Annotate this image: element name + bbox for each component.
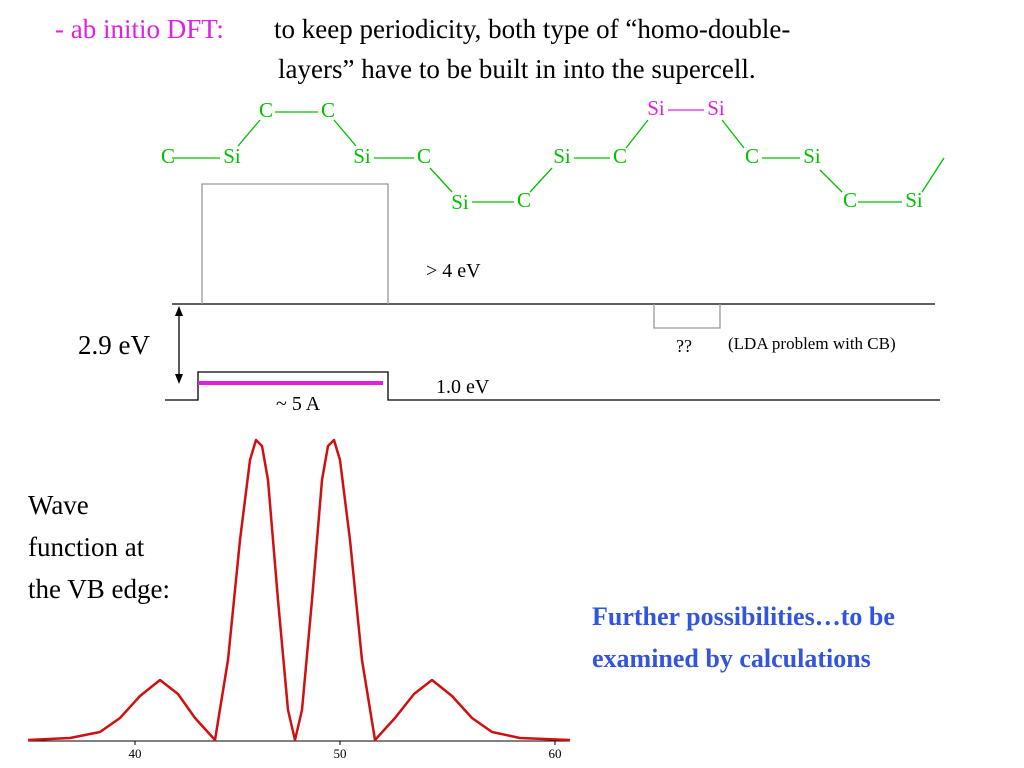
atom: Si xyxy=(707,96,725,120)
atom: C xyxy=(613,144,627,168)
header-prefix: - ab initio DFT: xyxy=(55,14,224,44)
atom: Si xyxy=(803,144,821,168)
atom: Si xyxy=(451,190,469,214)
atom: Si xyxy=(647,96,665,120)
note: (LDA problem with CB) xyxy=(728,334,896,353)
caption: Wave xyxy=(28,490,89,520)
caption: the VB edge: xyxy=(28,574,170,604)
atom: C xyxy=(745,144,759,168)
remark: examined by calculations xyxy=(592,644,871,673)
atom: C xyxy=(843,188,857,212)
unknown-label: ?? xyxy=(676,336,692,356)
x-tick-label: 40 xyxy=(129,746,142,761)
well-label: ~ 5 A xyxy=(276,393,321,415)
band-diagram xyxy=(165,183,940,401)
atom: C xyxy=(417,144,431,168)
remark: Further possibilities…to be xyxy=(592,602,895,631)
atom: C xyxy=(161,144,175,168)
gap-label: 2.9 eV xyxy=(78,330,150,360)
atom: C xyxy=(517,188,531,212)
atom: Si xyxy=(353,144,371,168)
x-tick-label: 60 xyxy=(549,746,562,761)
caption: function at xyxy=(28,532,145,562)
atom: Si xyxy=(905,188,923,212)
barrier-label: > 4 eV xyxy=(426,260,481,282)
chain-atoms: C Si C C Si C Si C Si C Si Si C Si C Si xyxy=(161,96,923,214)
header-line: layers” have to be built in into the sup… xyxy=(278,54,756,84)
wave-plot xyxy=(27,438,571,745)
atom: C xyxy=(259,98,273,122)
atom: C xyxy=(321,98,335,122)
chain-bonds xyxy=(172,109,945,203)
atom: Si xyxy=(553,144,571,168)
header-line: to keep periodicity, both type of “homo-… xyxy=(274,14,790,44)
offset-label: 1.0 eV xyxy=(436,376,490,398)
atom: Si xyxy=(223,144,241,168)
x-tick-label: 50 xyxy=(334,746,347,761)
